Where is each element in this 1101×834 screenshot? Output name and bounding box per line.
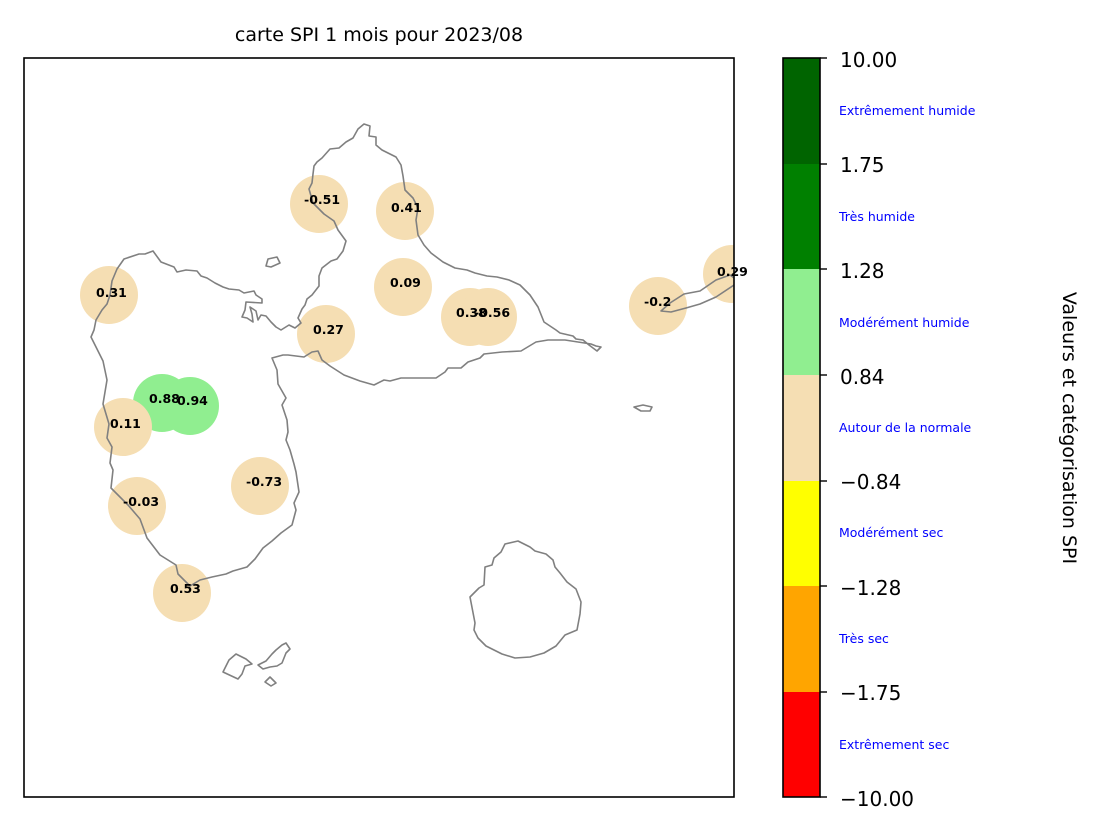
station-circles — [80, 175, 734, 622]
colorbar-ticks — [820, 57, 827, 798]
colorbar-category-labels: Extrêmement humide Très humide Modérémen… — [838, 103, 976, 752]
station-label: 0.88 — [149, 391, 180, 406]
colorbar-segment-extremement-sec — [783, 692, 820, 797]
coastline-marie-galante — [469, 540, 582, 659]
station-label: 0.11 — [110, 416, 141, 431]
category-label: Très sec — [838, 631, 889, 646]
station-marker — [376, 182, 434, 240]
tick-label: 0.84 — [840, 365, 885, 389]
station-label: 0.41 — [391, 200, 422, 215]
chart-title: carte SPI 1 mois pour 2023/08 — [235, 24, 523, 46]
station-label: -0.56 — [474, 305, 510, 320]
map-axes: -0.51 0.41 0.31 0.09 0.38 -0.56 0.27 -0.… — [23, 57, 748, 798]
category-label: Modérément sec — [839, 525, 943, 540]
station-marker — [161, 377, 219, 435]
station-label: -0.03 — [123, 494, 159, 509]
coastline-islet — [265, 256, 281, 268]
station-label: -0.73 — [246, 474, 282, 489]
station-label: 0.29 — [717, 264, 748, 279]
station-label: 0.53 — [170, 581, 201, 596]
station-marker — [290, 175, 348, 233]
tick-label: 1.28 — [840, 259, 885, 283]
category-label: Extrêmement sec — [839, 737, 949, 752]
station-marker — [374, 258, 432, 316]
colorbar-segment-extremement-humide — [783, 58, 820, 164]
colorbar-segment-moderement-humide — [783, 269, 820, 375]
station-label: 0.27 — [313, 322, 344, 337]
colorbar-axis-label: Valeurs et catégorisation SPI — [1058, 292, 1080, 564]
category-label: Extrêmement humide — [839, 103, 976, 118]
station-marker — [703, 245, 734, 303]
coastline-la-desirade — [660, 274, 734, 313]
station-label: -0.51 — [304, 192, 340, 207]
station-marker — [153, 564, 211, 622]
tick-label: 10.00 — [840, 48, 897, 72]
station-label: 0.38 — [456, 305, 487, 320]
colorbar-tick-labels: 10.00 1.75 1.28 0.84 −0.84 −1.28 −1.75 −… — [840, 48, 914, 811]
tick-label: −10.00 — [840, 787, 914, 811]
tick-label: 1.75 — [840, 153, 885, 177]
tick-label: −1.75 — [840, 681, 901, 705]
colorbar-segment-autour-normale — [783, 375, 820, 481]
station-marker — [297, 305, 355, 363]
tick-label: −0.84 — [840, 470, 901, 494]
station-labels: -0.51 0.41 0.31 0.09 0.38 -0.56 0.27 -0.… — [96, 192, 748, 596]
map-frame — [23, 57, 735, 798]
coastline-petite-terre — [633, 404, 653, 412]
category-label: Modérément humide — [839, 315, 970, 330]
coastline-les-saintes-2 — [257, 642, 291, 670]
station-marker — [80, 266, 138, 324]
coastline-les-saintes-1 — [222, 653, 253, 680]
tick-label: −1.28 — [840, 576, 901, 600]
coastlines — [90, 123, 734, 687]
station-label: 0.94 — [177, 393, 208, 408]
category-label: Très humide — [838, 209, 915, 224]
coastline-les-saintes-3 — [264, 676, 277, 687]
coastline-guadeloupe — [90, 123, 602, 587]
station-marker — [108, 477, 166, 535]
station-label: 0.09 — [390, 275, 421, 290]
station-label: 0.31 — [96, 285, 127, 300]
colorbar-frame — [782, 57, 821, 798]
station-marker — [459, 288, 517, 346]
colorbar-segment-tres-sec — [783, 586, 820, 692]
station-label: -0.2 — [644, 294, 671, 309]
station-marker — [629, 277, 687, 335]
station-marker — [231, 457, 289, 515]
colorbar: 10.00 1.75 1.28 0.84 −0.84 −1.28 −1.75 −… — [782, 48, 1080, 811]
colorbar-segment-moderement-sec — [783, 481, 820, 586]
colorbar-segment-tres-humide — [783, 164, 820, 269]
category-label: Autour de la normale — [839, 420, 972, 435]
